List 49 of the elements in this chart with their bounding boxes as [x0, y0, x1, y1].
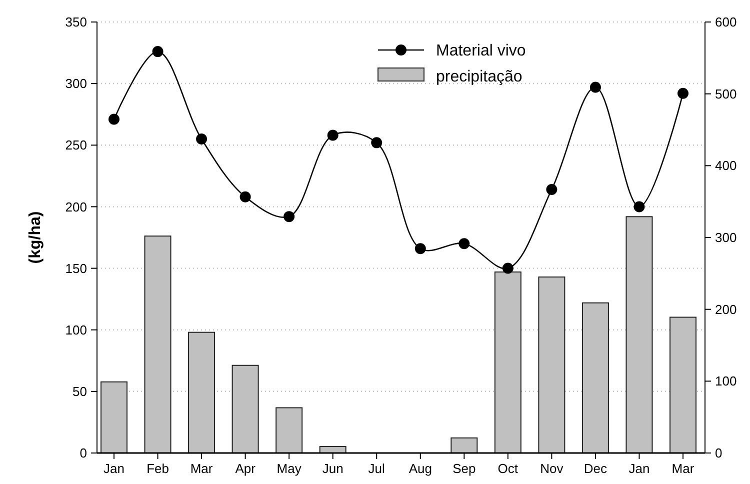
x-tick-label: Jun: [322, 461, 344, 476]
x-tick-label: Apr: [235, 461, 256, 476]
y-tick-label: 100: [65, 322, 87, 338]
bar: [450, 437, 478, 454]
legend-label: precipitação: [436, 68, 522, 86]
x-tick-label: Nov: [540, 461, 564, 476]
y-tick-label: 250: [65, 138, 87, 153]
x-tick-label: Mar: [190, 461, 214, 476]
y-tick-label: 0: [80, 446, 87, 461]
point: [590, 82, 601, 93]
y2-tick-label: 0: [715, 446, 722, 461]
point: [152, 46, 164, 58]
y-tick-label: 350: [65, 14, 87, 30]
bar: [232, 364, 259, 454]
point: [371, 137, 382, 148]
point: [546, 184, 558, 195]
point: [678, 88, 688, 99]
x-tick-label: Jan: [628, 461, 650, 476]
x-tick-label: Mar: [672, 461, 695, 476]
y-tick-label: 200: [65, 199, 87, 214]
x-tick-label: Feb: [146, 461, 169, 476]
y2-tick-label: 500: [715, 86, 737, 102]
legend-label: Material vivo: [436, 42, 526, 60]
bar: [276, 407, 303, 454]
x-tick-label: Dec: [584, 461, 608, 476]
point: [284, 211, 295, 222]
point: [502, 262, 514, 274]
x-tick-label: Sep: [452, 461, 476, 476]
y2-tick-label: 100: [715, 374, 737, 389]
x-tick-label: Oct: [498, 461, 518, 476]
x-tick-label: Jan: [104, 461, 124, 476]
y2-tick-label: 400: [715, 158, 737, 174]
y2-tick-label: 600: [715, 14, 737, 30]
point: [240, 191, 251, 202]
y-tick-label: 150: [65, 260, 87, 276]
y-tick-label: 50: [72, 384, 87, 399]
point: [108, 114, 120, 125]
y-axis-title: (kg/ha): [27, 211, 44, 264]
point: [634, 201, 645, 212]
x-tick-label: Jul: [368, 461, 386, 476]
x-tick-label: May: [276, 461, 302, 476]
y2-tick-label: 300: [715, 230, 737, 246]
point: [196, 133, 208, 144]
point: [458, 238, 470, 250]
point: [327, 130, 338, 141]
point: [414, 243, 426, 254]
y-tick-label: 300: [65, 76, 87, 92]
y2-tick-label: 200: [715, 302, 737, 317]
x-tick-label: Aug: [408, 461, 432, 476]
